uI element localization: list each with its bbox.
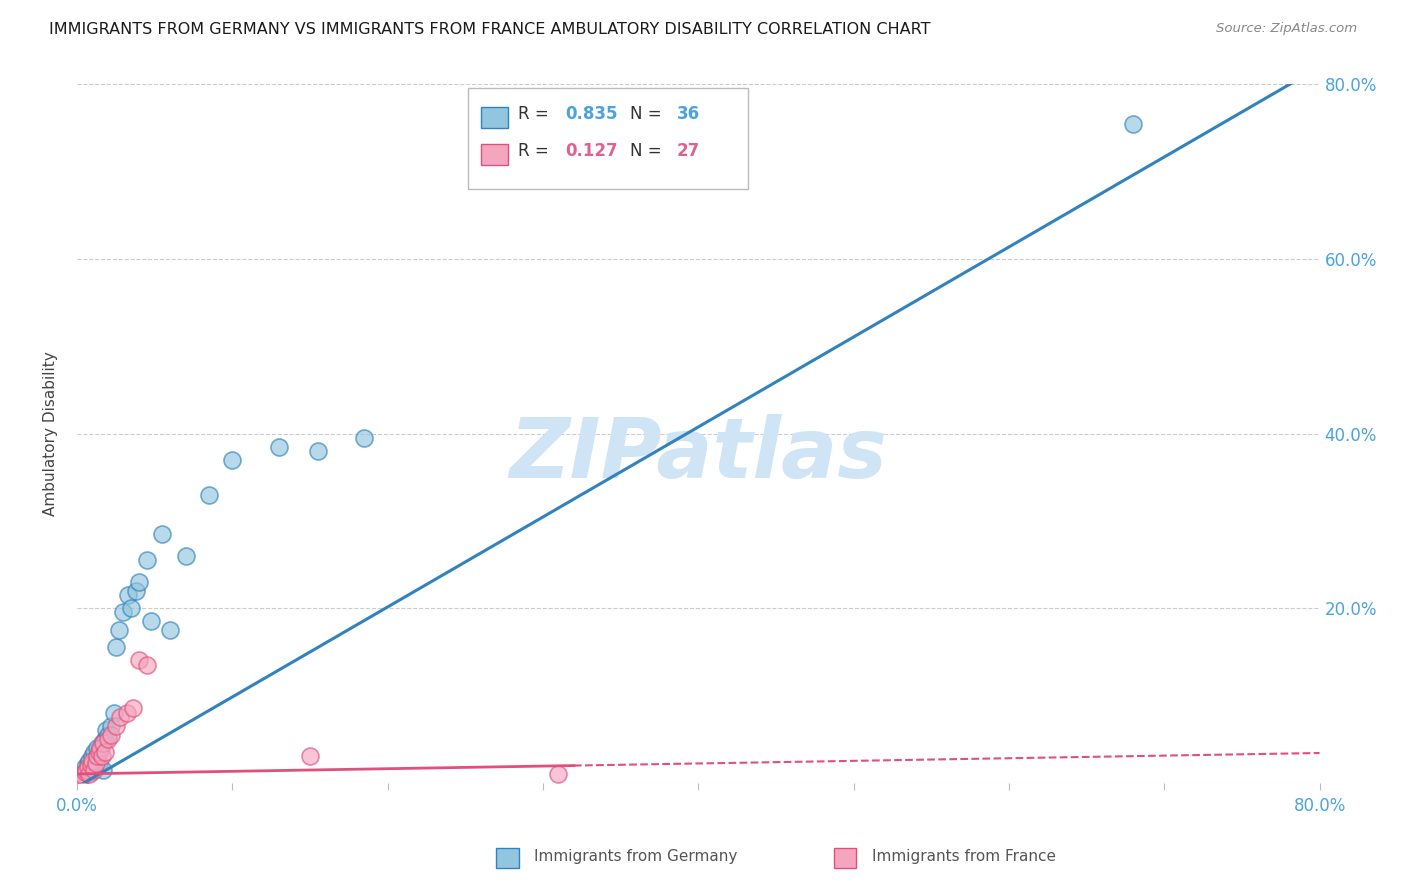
Point [96,723,118,738]
Point [159,623,181,637]
Point [128,574,150,589]
Point [80,758,103,772]
Text: ZIPatlas: ZIPatlas [509,414,887,495]
Point [97,728,120,742]
Point [70,767,93,781]
Point [112,606,135,620]
Point [117,588,139,602]
Point [90,736,112,750]
Text: N =: N = [630,142,666,160]
Text: R =: R = [517,142,554,160]
Point [90,749,112,764]
Point [75,763,97,777]
Point [104,640,127,655]
Point [198,488,221,502]
Point [100,719,122,733]
Text: 36: 36 [678,104,700,123]
Text: IMMIGRANTS FROM GERMANY VS IMMIGRANTS FROM FRANCE AMBULATORY DISABILITY CORRELAT: IMMIGRANTS FROM GERMANY VS IMMIGRANTS FR… [49,22,931,37]
Point [128,653,150,667]
Point [221,452,243,467]
Point [120,601,142,615]
Point [115,706,138,720]
Point [82,754,104,768]
Point [1122,117,1144,131]
Text: R =: R = [517,104,554,123]
Point [135,657,157,672]
Point [141,614,163,628]
Point [298,749,321,764]
Point [79,767,101,781]
Point [103,706,125,720]
Text: Source: ZipAtlas.com: Source: ZipAtlas.com [1216,22,1357,36]
Text: 0.835: 0.835 [565,104,617,123]
Point [72,769,94,783]
Point [100,728,122,742]
Point [91,736,114,750]
Point [73,760,96,774]
FancyBboxPatch shape [481,144,508,165]
FancyBboxPatch shape [468,88,748,189]
Point [73,765,96,780]
Point [69,772,91,786]
Point [121,701,143,715]
Point [76,756,98,771]
Point [174,549,197,563]
Point [307,444,329,458]
Point [135,553,157,567]
Point [79,754,101,768]
Point [83,745,105,759]
Point [82,749,104,764]
Point [150,527,173,541]
Text: Immigrants from France: Immigrants from France [872,849,1056,863]
Point [70,767,93,781]
Point [86,740,108,755]
Point [125,583,148,598]
Text: N =: N = [630,104,666,123]
Point [87,756,110,771]
Point [83,763,105,777]
Point [87,745,110,759]
Point [84,751,107,765]
Point [86,749,108,764]
Y-axis label: Ambulatory Disability: Ambulatory Disability [44,351,58,516]
Text: Immigrants from Germany: Immigrants from Germany [534,849,738,863]
Point [110,710,132,724]
Text: 27: 27 [678,142,700,160]
Point [94,732,117,747]
Point [80,765,103,780]
Point [84,756,107,771]
Point [267,440,290,454]
Point [89,742,111,756]
Point [547,767,569,781]
Point [108,623,131,637]
Point [353,431,375,445]
Point [91,763,114,777]
FancyBboxPatch shape [481,107,508,128]
Point [94,745,117,759]
Point [76,760,98,774]
Point [97,732,120,747]
Point [89,740,111,755]
Text: 0.127: 0.127 [565,142,617,160]
Point [104,719,127,733]
